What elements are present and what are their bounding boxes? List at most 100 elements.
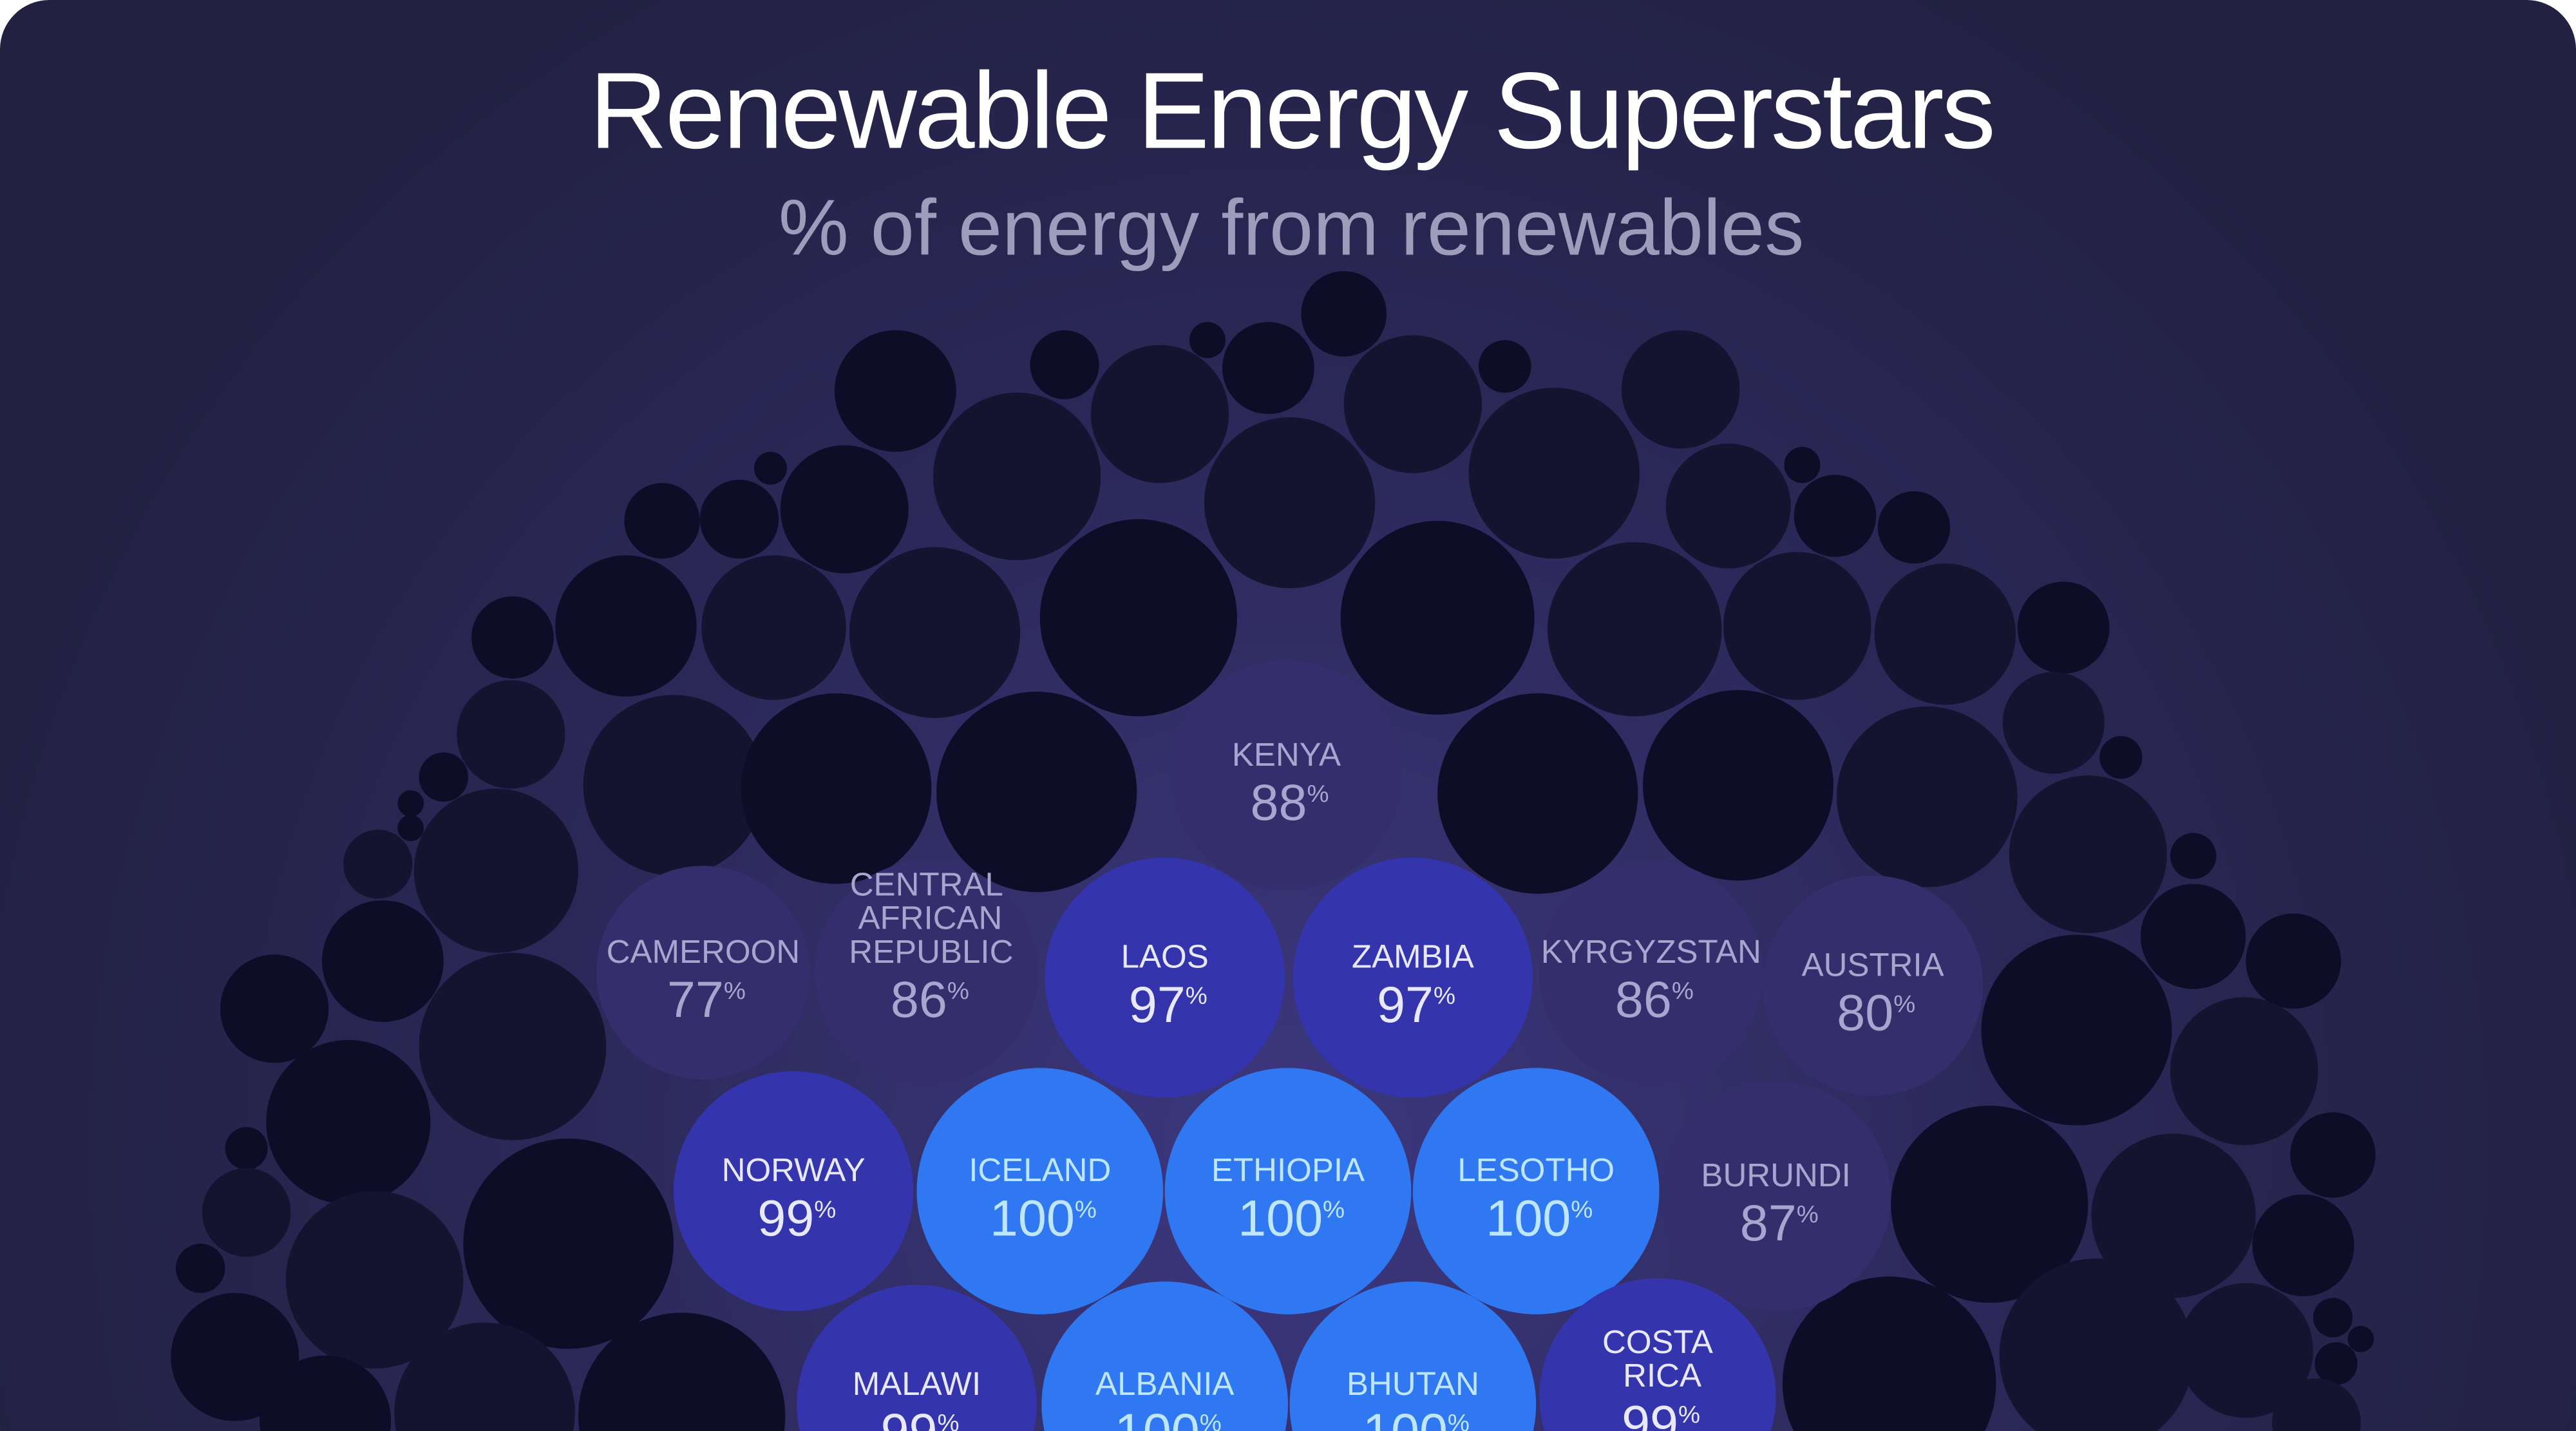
bubble-value: 97% [1377,976,1455,1033]
value-unit: % [1434,982,1455,1010]
bubble-label: BURUNDI [1701,1157,1850,1193]
bubble-unlabeled [202,1168,291,1257]
bubble-unlabeled [1784,446,1821,484]
bubble-label: ZAMBIA [1352,938,1474,975]
value-number: 100 [1115,1403,1200,1431]
chart-title: Renewable Energy Superstars [589,50,1993,171]
bubble-unlabeled [419,752,469,802]
value-number: 100 [1486,1189,1571,1246]
bubble-unlabeled [2091,1133,2256,1298]
bubble-label: LAOS [1121,938,1209,975]
bubble-unlabeled [1837,706,2018,887]
bubble-label: ALBANIA [1095,1365,1235,1402]
bubble [673,1071,914,1311]
bubble-value: 100% [1486,1189,1593,1246]
bubble-unlabeled [419,952,607,1141]
bubble-unlabeled [1874,564,2016,705]
bubble-value: 99% [1622,1394,1700,1431]
value-unit: % [1448,1409,1470,1431]
bubble-unlabeled [1030,330,1099,399]
bubble-unlabeled [1478,340,1531,393]
bubble-value: 100% [990,1189,1097,1246]
value-number: 86 [891,971,947,1028]
value-unit: % [1075,1195,1097,1223]
bubble-unlabeled [260,1355,392,1431]
bubble-value: 88% [1251,773,1329,831]
bubble-unlabeled [1665,443,1791,569]
bubble [916,1068,1164,1314]
bubble-unlabeled [457,680,565,789]
bubble-label: AUSTRIA [1802,946,1944,983]
bubble-label: MALAWI [853,1365,981,1402]
bubble [815,860,1039,1085]
bubble [1539,1278,1776,1431]
bubble-unlabeled [936,692,1137,893]
bubble [1045,857,1285,1098]
bubble-unlabeled [2347,1325,2374,1352]
bubble-unlabeled [1090,345,1229,484]
value-number: 99 [881,1403,938,1431]
bubble [1293,857,1533,1098]
value-number: 97 [1129,976,1186,1033]
bubble-unlabeled [2315,1342,2358,1385]
value-unit: % [1200,1409,1222,1431]
value-unit: % [1186,982,1208,1010]
value-unit: % [1672,977,1694,1005]
bubble-unlabeled [1981,934,2172,1126]
bubble-unlabeled [397,790,424,817]
bubble [1041,1281,1288,1431]
bubble-unlabeled [1222,322,1314,414]
bubble-label: LESOTHO [1457,1151,1615,1188]
value-number: 86 [1615,971,1672,1028]
value-unit: % [1678,1401,1700,1428]
bubble-label: ETHIOPIA [1211,1151,1365,1188]
bubble-unlabeled [1877,491,1951,564]
unlabeled-bubbles [171,270,2376,1431]
bubble-unlabeled [1301,270,1387,357]
bubble-unlabeled [2017,582,2110,674]
bubble-unlabeled [471,596,554,679]
bubble-unlabeled [266,1039,431,1204]
bubble-unlabeled [394,1322,575,1431]
bubble [1661,1081,1891,1311]
bubble-unlabeled [578,1313,786,1431]
bubble-unlabeled [1891,1105,2088,1303]
value-unit: % [1323,1195,1345,1223]
bubble-label: COSTA RICA [1602,1323,1713,1394]
bubble-value: 97% [1129,976,1208,1033]
bubble [797,1284,1037,1431]
bubble-value: 100% [1115,1403,1222,1431]
bubble [596,866,810,1080]
bubble-unlabeled [397,815,424,842]
bubble-unlabeled [1039,519,1237,717]
value-unit: % [1307,780,1329,808]
bubble-unlabeled [1468,388,1640,559]
value-unit: % [724,977,746,1005]
bubble-unlabeled [1437,693,1638,894]
bubble-unlabeled [171,1293,299,1421]
value-unit: % [814,1195,836,1223]
bubble-unlabeled [1340,520,1535,715]
bubble-unlabeled [2246,913,2342,1009]
bubble-value: 80% [1837,984,1915,1041]
bubble-value: 86% [1615,971,1694,1028]
bubble-unlabeled [2170,997,2318,1146]
bubble [1539,860,1763,1085]
bubble [1289,1281,1537,1431]
bubble-label: CENTRAL AFRICAN REPUBLIC [840,866,1013,970]
bubble [1763,875,1984,1096]
bubble-unlabeled [1999,1258,2193,1431]
bubble-label: NORWAY [722,1151,866,1188]
value-number: 100 [1238,1189,1323,1246]
bubble-value: 100% [1363,1403,1470,1431]
value-number: 80 [1837,984,1893,1041]
bubble-unlabeled [1621,330,1740,449]
bubble-unlabeled [555,555,697,697]
bubble-label: BHUTAN [1347,1365,1479,1402]
bubble-unlabeled [1794,475,1877,557]
bubble-unlabeled [2170,833,2217,879]
bubble-unlabeled [583,695,764,876]
bubble-unlabeled [753,451,787,485]
